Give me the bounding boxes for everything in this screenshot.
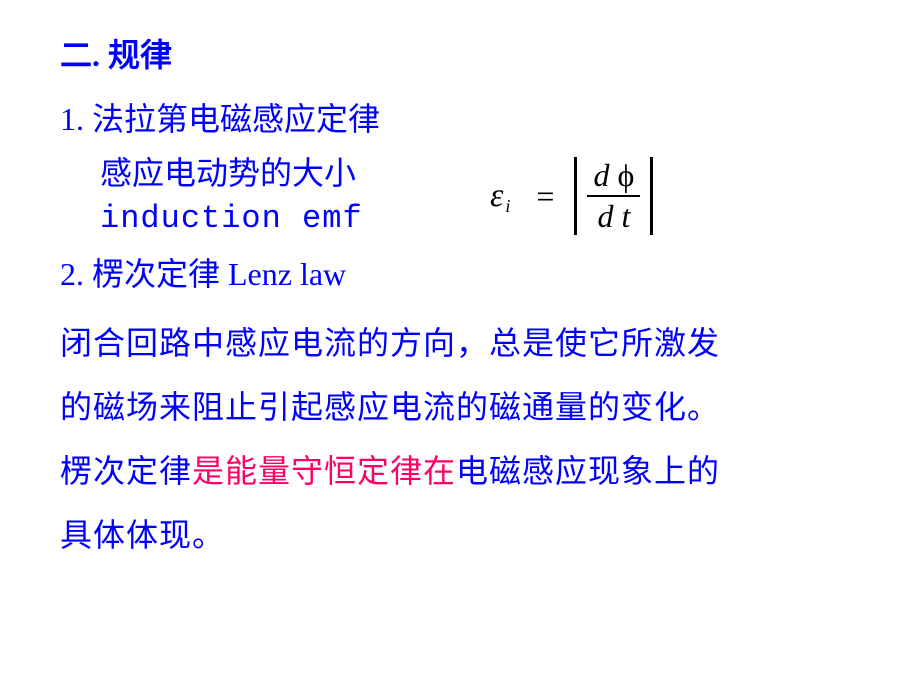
emf-label-block: 感应电动势的大小 induction emf bbox=[100, 150, 460, 243]
para-line-3: 楞次定律是能量守恒定律在电磁感应现象上的 bbox=[60, 439, 870, 503]
faraday-formula: ε i = d ϕ d t bbox=[490, 157, 659, 235]
subsection-1-title: 1. 法拉第电磁感应定律 bbox=[60, 94, 870, 140]
body-paragraph: 闭合回路中感应电流的方向，总是使它所激发 的磁场来阻止引起感应电流的磁通量的变化… bbox=[60, 311, 870, 567]
denominator-t: t bbox=[621, 198, 630, 234]
fraction-bar bbox=[587, 195, 640, 197]
section-heading: 二. 规律 bbox=[60, 30, 870, 76]
fraction: d ϕ d t bbox=[587, 158, 640, 234]
denominator: d t bbox=[591, 199, 636, 234]
numerator-phi: ϕ bbox=[617, 157, 634, 193]
para-line-4: 具体体现。 bbox=[60, 503, 870, 567]
emf-label-en: induction emf bbox=[100, 196, 460, 242]
formula-row: 感应电动势的大小 induction emf ε i = d ϕ d t bbox=[60, 150, 870, 243]
subscript-i: i bbox=[505, 196, 510, 217]
abs-bar-right bbox=[650, 157, 653, 235]
lenz-title-cn: 2. 楞次定律 Lenz law bbox=[60, 256, 346, 292]
numerator-d: d bbox=[593, 157, 609, 193]
para-3-highlight: 是能量守恒定律在 bbox=[192, 453, 456, 489]
equals-sign: = bbox=[536, 178, 554, 215]
emf-label-cn: 感应电动势的大小 bbox=[100, 150, 460, 196]
slide-content: 二. 规律 1. 法拉第电磁感应定律 感应电动势的大小 induction em… bbox=[0, 0, 920, 597]
para-3b: 电磁感应现象上的 bbox=[456, 453, 720, 489]
para-line-2: 的磁场来阻止引起感应电流的磁通量的变化。 bbox=[60, 375, 870, 439]
symbol-epsilon: ε bbox=[490, 177, 503, 215]
para-line-1: 闭合回路中感应电流的方向，总是使它所激发 bbox=[60, 311, 870, 375]
para-3a: 楞次定律 bbox=[60, 453, 192, 489]
subsection-2-title: 2. 楞次定律 Lenz law bbox=[60, 249, 870, 295]
denominator-d: d bbox=[597, 198, 613, 234]
numerator: d ϕ bbox=[587, 158, 640, 193]
abs-bar-left bbox=[574, 157, 577, 235]
